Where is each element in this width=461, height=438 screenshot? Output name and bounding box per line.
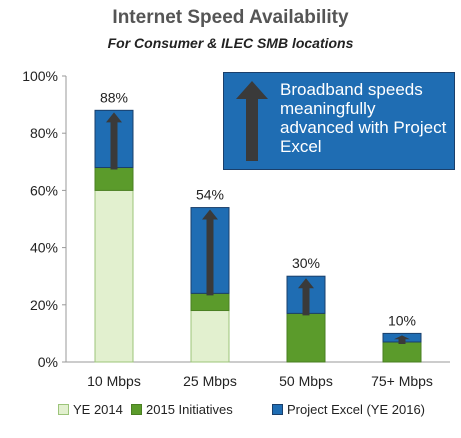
legend-label: Project Excel (YE 2016): [287, 402, 426, 417]
up-arrow-icon: [106, 112, 122, 170]
y-tick-label: 100%: [22, 68, 58, 84]
y-tick-label: 20%: [30, 297, 58, 313]
up-arrow-icon: [236, 81, 268, 161]
y-tick-label: 40%: [30, 240, 58, 256]
y-tick-label: 0%: [38, 354, 58, 370]
legend-item: 2015 Initiatives: [131, 402, 233, 417]
x-tick-label: 10 Mbps: [87, 373, 141, 389]
legend-label: YE 2014: [73, 402, 123, 417]
bar-segment: [94, 167, 134, 191]
y-tick-label: 80%: [30, 125, 58, 141]
bar-segment: [190, 292, 230, 312]
legend-item: YE 2014: [58, 402, 123, 417]
bar-segment: [190, 310, 230, 363]
up-arrow-icon: [202, 209, 218, 296]
bar-total-label: 10%: [388, 312, 416, 328]
up-arrow-icon: [298, 278, 314, 316]
bar-total-label: 30%: [292, 255, 320, 271]
legend-swatch: [58, 404, 69, 415]
annotation-callout: Broadband speeds meaningfully advanced w…: [223, 72, 455, 170]
legend-label: 2015 Initiatives: [146, 402, 233, 417]
chart-title: Internet Speed Availability: [112, 7, 349, 28]
legend-swatch: [131, 404, 142, 415]
legend-item: Project Excel (YE 2016): [272, 402, 425, 417]
legend: YE 2014 2015 Initiatives Project Excel (YE…: [0, 402, 461, 422]
x-tick-label: 50 Mbps: [279, 373, 333, 389]
legend-swatch: [272, 404, 283, 415]
bar-segment: [286, 312, 326, 363]
bar-total-label: 88%: [100, 89, 128, 105]
bar-total-label: 54%: [196, 187, 224, 203]
up-arrow-icon: [394, 335, 410, 344]
annotation-text: Broadband speeds meaningfully advanced w…: [280, 80, 447, 156]
x-tick-label: 75+ Mbps: [371, 373, 433, 389]
x-tick-label: 25 Mbps: [183, 373, 237, 389]
bar-segment: [94, 189, 134, 363]
chart-subtitle: For Consumer & ILEC SMB locations: [107, 35, 354, 51]
bar-segment: [382, 341, 422, 363]
y-tick-label: 60%: [30, 182, 58, 198]
